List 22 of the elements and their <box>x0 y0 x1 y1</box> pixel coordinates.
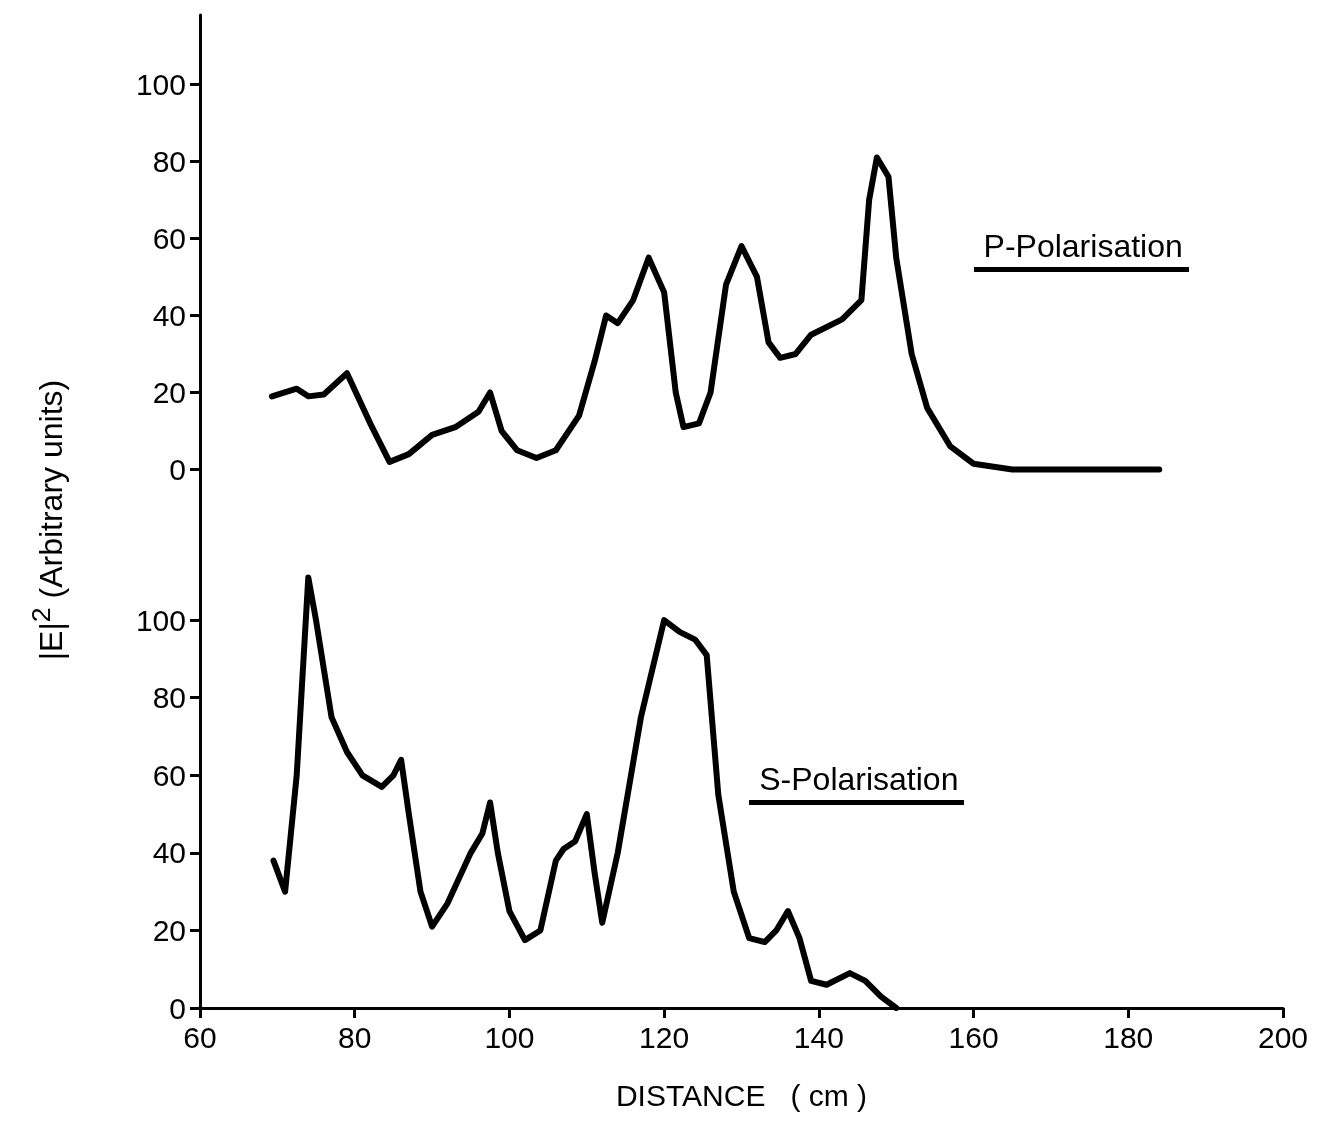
x-tick-label: 180 <box>1103 1020 1154 1054</box>
y-tick-label: 80 <box>152 681 186 715</box>
series-label: S-Polarisation <box>749 761 965 806</box>
y-tick-label: 60 <box>152 221 186 255</box>
y-tick-label: 100 <box>135 603 186 637</box>
x-tick-label: 80 <box>338 1020 372 1054</box>
x-tick-label: 120 <box>639 1020 690 1054</box>
x-tick-label: 100 <box>484 1020 535 1054</box>
x-tick-label: 140 <box>793 1020 844 1054</box>
y-tick-label: 80 <box>152 144 186 178</box>
y-tick-label: 20 <box>152 913 186 947</box>
x-tick-label: 200 <box>1257 1020 1309 1054</box>
x-axis-title: DISTANCE ( cm ) <box>615 1078 868 1112</box>
y-tick-label: 20 <box>152 376 186 410</box>
y-tick-label: 0 <box>169 453 186 487</box>
y-tick-label: 0 <box>169 991 186 1025</box>
text: P-Polarisation <box>973 227 1189 272</box>
y-tick-label: 40 <box>152 298 186 332</box>
y-tick-label: 40 <box>152 836 186 870</box>
x-tick-label: 160 <box>948 1020 999 1054</box>
y-tick-label: 100 <box>135 67 186 101</box>
y-tick-label: 60 <box>152 758 186 792</box>
